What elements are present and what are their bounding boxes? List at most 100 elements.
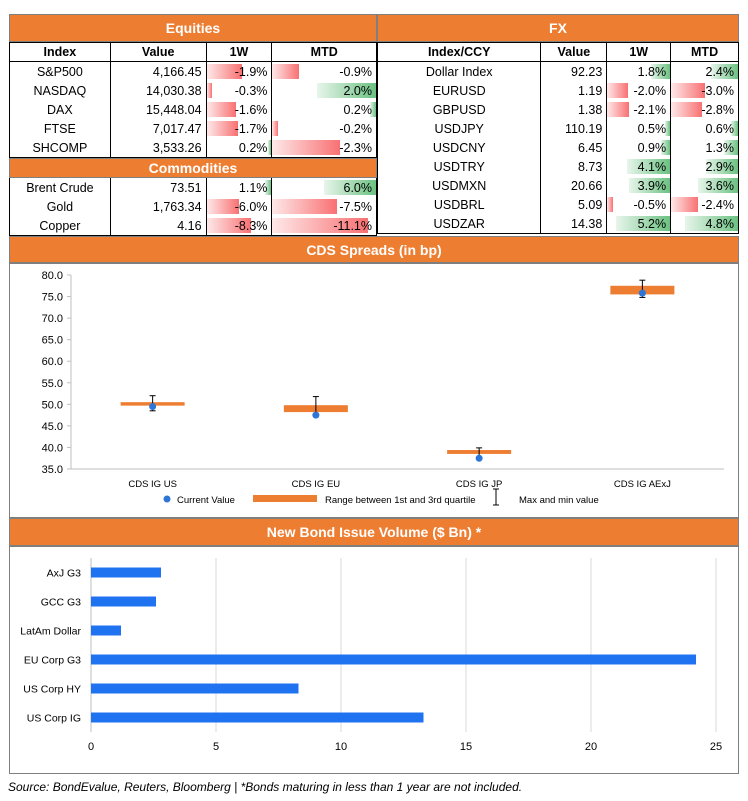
fx-mtd: 0.6% [670,119,739,138]
fx-mtd-bar [723,140,738,155]
commodity-1w-bar [206,218,252,233]
bond-x-tick-label: 10 [335,741,347,753]
commodity-value: 4.16 [109,216,207,236]
bond-x-tick-label: 5 [213,741,219,753]
equity-value: 7,017.47 [109,119,207,138]
fx-col-mtd: MTD [670,42,739,62]
commodity-row: Copper 4.16 -8.3% -11.1% [9,216,377,236]
fx-1w: -0.5% [606,195,672,214]
commodity-value: 73.51 [109,178,207,197]
bond-chart-panel [9,546,739,774]
equity-1w-bar [206,83,213,98]
fx-row: USDJPY 110.19 0.5% 0.6% [376,119,739,138]
cds-y-tick-label: 60.0 [42,356,63,368]
fx-value: 1.19 [540,81,608,100]
equities-table: Index Value 1W MTD S&P500 4,166.45 -1.9% -0… [9,42,377,158]
equity-name: S&P500 [9,61,111,81]
fx-1w-bar [615,216,671,231]
fx-1w-bar [629,178,671,193]
bond-x-tick-label: 25 [710,741,722,753]
fx-row: USDBRL 5.09 -0.5% -2.4% [376,195,739,214]
fx-mtd-bar [671,102,703,117]
cds-category-label: CDS IG AExJ [614,479,671,490]
commodity-row: Gold 1,763.34 -6.0% -7.5% [9,197,377,216]
commodity-1w-bar [265,180,272,195]
equity-mtd-bar [272,121,279,136]
commodity-name: Brent Crude [9,178,111,197]
commodities-header: Commodities [9,158,377,178]
fx-mtd: 3.6% [670,176,739,195]
fx-1w: 0.5% [606,119,672,138]
legend-quartile-label: Range between 1st and 3rd quartile [325,495,476,506]
cds-y-tick-label: 35.0 [42,464,63,476]
fx-1w: 4.1% [606,157,672,176]
bond-category-label: LatAm Dollar [20,626,81,638]
fx-1w: 3.9% [606,176,672,195]
fx-1w: -2.1% [606,100,672,119]
fx-mtd-bar [671,197,698,212]
commodity-mtd: -11.1% [271,216,377,236]
equity-1w: -1.7% [205,119,273,138]
commodity-1w-bar [206,199,239,214]
equity-mtd-bar [316,83,376,98]
cds-chart-panel [9,263,739,518]
equity-row: DAX 15,448.04 -1.6% 0.2% [9,100,377,119]
bond-category-label: EU Corp G3 [24,655,81,667]
commodity-1w: 1.1% [205,178,273,197]
fx-name: EURUSD [376,81,542,100]
source-note: Source: BondEvalue, Reuters, Bloomberg |… [8,780,523,794]
equity-value: 4,166.45 [109,61,207,81]
cds-y-tick-label: 40.0 [42,442,63,454]
equity-value: 3,533.26 [109,138,207,158]
commodity-value: 1,763.34 [109,197,207,216]
cds-category-label: CDS IG EU [292,479,341,490]
cds-y-tick-label: 80.0 [42,270,63,282]
bond-bar [91,683,299,694]
fx-1w-bar [607,83,629,98]
fx-1w: 5.2% [606,214,672,234]
commodity-name: Copper [9,216,111,236]
fx-row: GBPUSD 1.38 -2.1% -2.8% [376,100,739,119]
fx-mtd-bar [697,178,738,193]
commodity-mtd-bar [324,180,376,195]
equity-value: 15,448.04 [109,100,207,119]
equity-mtd: -2.3% [271,138,377,158]
fx-1w: -2.0% [606,81,672,100]
equities-col-mtd: MTD [271,42,377,62]
equity-row: S&P500 4,166.45 -1.9% -0.9% [9,61,377,81]
fx-mtd: 2.4% [670,61,739,81]
commodity-1w: -6.0% [205,197,273,216]
commodity-mtd-bar [272,218,369,233]
bond-bar [91,567,161,578]
commodity-mtd-bar [272,199,338,214]
fx-1w: 0.9% [606,138,672,157]
bond-bar [91,596,156,607]
bond-category-label: US Corp HY [23,684,81,696]
cds-category-label: CDS IG US [128,479,177,490]
fx-header: FX [377,14,739,42]
commodity-mtd: 6.0% [271,178,377,197]
fx-row: USDMXN 20.66 3.9% 3.6% [376,176,739,195]
commodity-mtd: -7.5% [271,197,377,216]
fx-mtd: -2.8% [670,100,739,119]
cds-y-tick-label: 75.0 [42,292,63,304]
cds-chart-title: CDS Spreads (in bp) [9,236,739,263]
bond-category-label: US Corp IG [27,713,81,725]
legend-quartile-swatch [253,495,317,502]
fx-row: USDTRY 8.73 4.1% 2.9% [376,157,739,176]
equities-col-value: Value [109,42,207,62]
fx-value: 5.09 [540,195,608,214]
legend-current-marker [163,495,171,503]
cds-y-tick-label: 65.0 [42,335,63,347]
equity-1w: 0.2% [205,138,273,158]
cds-category-label: CDS IG JP [456,479,502,490]
cds-y-tick-label: 45.0 [42,421,63,433]
fx-1w-bar [607,197,613,212]
equity-mtd: 0.2% [271,100,377,119]
equity-row: SHCOMP 3,533.26 0.2% -2.3% [9,138,377,158]
fx-1w-bar [664,121,671,136]
bond-chart-title: New Bond Issue Volume ($ Bn) * [9,518,739,546]
fx-col-1w: 1W [606,42,672,62]
fx-mtd: -2.4% [670,195,739,214]
bond-bar [91,712,424,723]
